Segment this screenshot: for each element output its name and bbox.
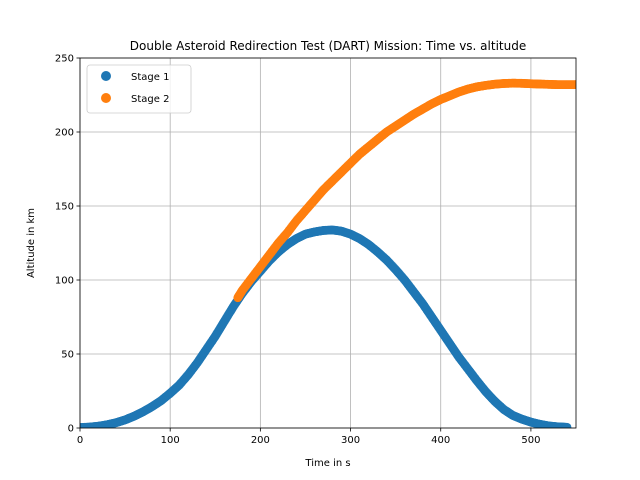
y-axis-label: Altitude in km (26, 208, 37, 278)
x-tick-label: 100 (161, 435, 180, 446)
series-2 (233, 78, 576, 303)
x-tick-label: 500 (521, 435, 540, 446)
y-tick-label: 150 (55, 202, 74, 213)
y-tick-label: 100 (55, 276, 74, 287)
legend: Stage 1 Stage 2 (86, 64, 192, 114)
plot-frame (79, 57, 577, 429)
scatter-point (571, 80, 576, 90)
legend-marker-stage-2 (101, 93, 111, 103)
chart-title: Double Asteroid Redirection Test (DART) … (130, 39, 526, 53)
series-1 (80, 225, 572, 428)
scatter-point (562, 422, 572, 428)
y-tick-label: 250 (55, 54, 74, 65)
y-tick-label: 50 (61, 350, 74, 361)
legend-box (86, 64, 192, 114)
x-tick-label: 0 (77, 435, 83, 446)
legend-marker-stage-1 (101, 71, 111, 81)
x-tick-label: 400 (431, 435, 450, 446)
grid-lines (79, 57, 576, 429)
data-series (80, 78, 576, 428)
y-tick-label: 0 (68, 424, 74, 435)
x-tick-label: 200 (251, 435, 270, 446)
legend-label-stage-1: Stage 1 (131, 72, 169, 83)
legend-label-stage-2: Stage 2 (131, 94, 169, 105)
y-tick-label: 200 (55, 128, 74, 139)
axis-ticks: 0 100 200 300 400 500 0 50 100 150 200 250 (55, 54, 541, 447)
x-tick-label: 300 (341, 435, 360, 446)
x-axis-label: Time in s (304, 458, 350, 469)
